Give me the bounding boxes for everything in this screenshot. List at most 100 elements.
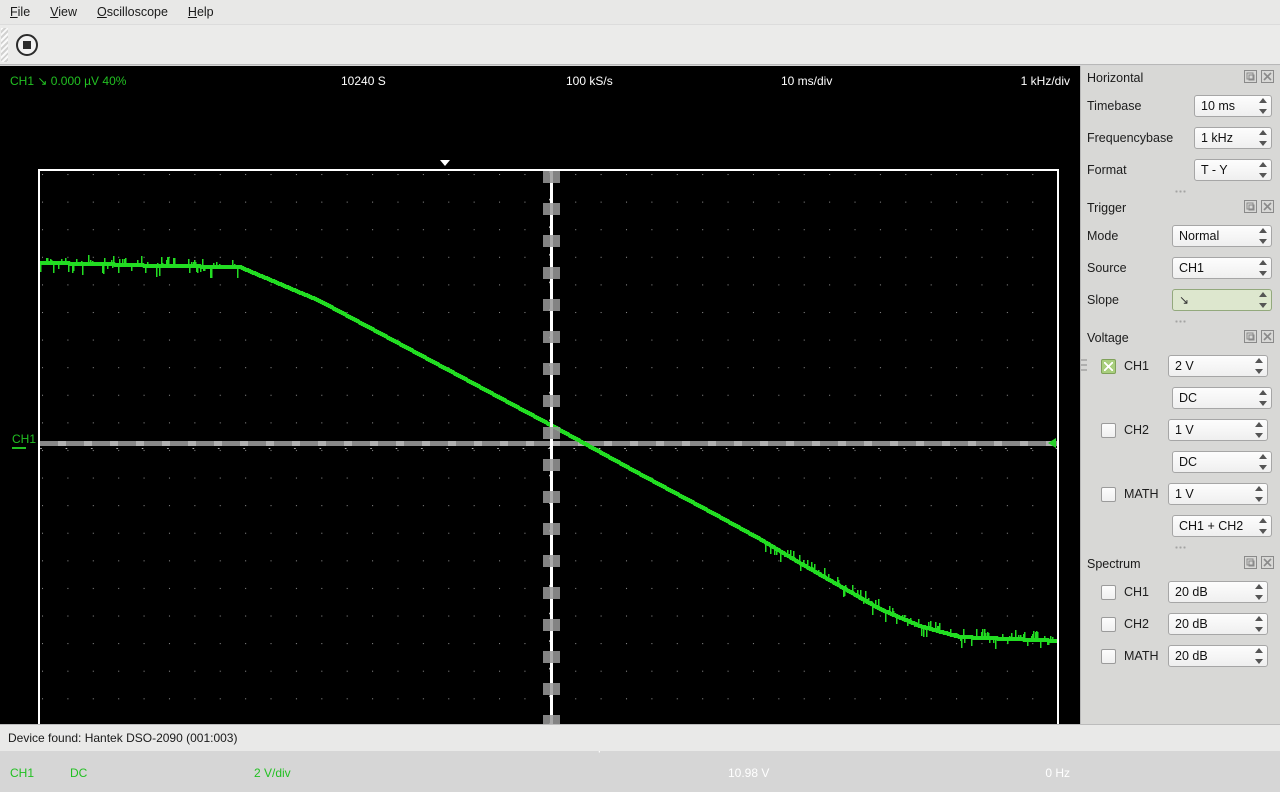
close-icon[interactable] [1261, 556, 1274, 569]
spectrum-ch2-label: CH2 [1124, 617, 1150, 631]
ch1-ground-underline [12, 447, 26, 449]
voltage-math-operation-arrows[interactable] [1258, 518, 1267, 534]
toolbar [0, 25, 1280, 65]
voltage-math-label: MATH [1124, 487, 1159, 501]
trigger-slope-spinbox[interactable]: ↘ [1172, 289, 1272, 311]
row-voltage-ch1-coupling: DC [1081, 382, 1280, 414]
close-icon[interactable] [1261, 200, 1274, 213]
voltage-ch2-gain-spinbox[interactable]: 1 V [1168, 419, 1268, 441]
float-icon[interactable] [1244, 330, 1257, 343]
row-spectrum-ch2: CH2 20 dB [1081, 608, 1280, 640]
row-trigger-slope: Slope ↘ [1081, 284, 1280, 316]
float-icon[interactable] [1244, 200, 1257, 213]
ch1-ground-label[interactable]: CH1 [12, 432, 36, 449]
row-frequencybase: Frequencybase 1 kHz [1081, 122, 1280, 154]
voltage-math-gain-value: 1 V [1175, 487, 1194, 501]
voltage-ch1-gain-value: 2 V [1175, 359, 1194, 373]
status-message: Device found: Hantek DSO-2090 (001:003) [8, 731, 238, 745]
spectrum-math-arrows[interactable] [1254, 648, 1263, 664]
trigger-percent: 40% [102, 74, 127, 88]
spectrum-ch1-checkbox[interactable] [1101, 584, 1116, 600]
spectrum-ch1-arrows[interactable] [1254, 584, 1263, 600]
readout-volts-per-div: 2 V/div [254, 766, 291, 780]
spectrum-ch1-magnitude-value: 20 dB [1175, 585, 1208, 599]
timebase-spinbox[interactable]: 10 ms [1194, 95, 1272, 117]
section-header-voltage: Voltage [1081, 326, 1280, 350]
section-title-voltage: Voltage [1087, 331, 1129, 345]
format-value: T - Y [1201, 163, 1228, 177]
section-header-horizontal: Horizontal [1081, 66, 1280, 90]
voltage-ch2-coupling-spinbox[interactable]: DC [1172, 451, 1272, 473]
spectrum-ch2-magnitude-value: 20 dB [1175, 617, 1208, 631]
spectrum-math-checkbox[interactable] [1101, 648, 1116, 664]
voltage-math-gain-arrows[interactable] [1254, 486, 1263, 502]
timebase-spin-arrows[interactable] [1258, 98, 1267, 114]
readout-coupling: DC [70, 766, 88, 780]
spectrum-math-magnitude-spinbox[interactable]: 20 dB [1168, 645, 1268, 667]
row-voltage-math-operation: CH1 + CH2 [1081, 510, 1280, 542]
marker-2-line[interactable] [543, 171, 560, 724]
voltage-ch2-checkbox[interactable] [1101, 422, 1116, 438]
spectrum-math-magnitude-value: 20 dB [1175, 649, 1208, 663]
format-spinbox[interactable]: T - Y [1194, 159, 1272, 181]
menu-item-file[interactable]: File [10, 5, 31, 19]
trigger-slope-value: ↘ [1179, 293, 1190, 307]
voltage-ch1-coupling-spinbox[interactable]: DC [1172, 387, 1272, 409]
graticule[interactable] [38, 169, 1059, 726]
splitter-trigger-voltage[interactable] [1081, 316, 1280, 326]
float-icon[interactable] [1244, 70, 1257, 83]
frequencybase-spin-arrows[interactable] [1258, 130, 1267, 146]
row-format: Format T - Y [1081, 154, 1280, 186]
trigger-mode-spinbox[interactable]: Normal [1172, 225, 1272, 247]
readout-channel: CH1 [10, 766, 35, 780]
drag-handle-icon[interactable] [1081, 359, 1087, 372]
voltage-math-gain-spinbox[interactable]: 1 V [1168, 483, 1268, 505]
trigger-source-spinbox[interactable]: CH1 [1172, 257, 1272, 279]
float-icon[interactable] [1244, 556, 1257, 569]
voltage-ch1-gain-spinbox[interactable]: 2 V [1168, 355, 1268, 377]
row-timebase: Timebase 10 ms [1081, 90, 1280, 122]
voltage-ch1-gain-arrows[interactable] [1254, 358, 1263, 374]
trigger-mode-spin-arrows[interactable] [1258, 228, 1267, 244]
splitter-voltage-spectrum[interactable] [1081, 542, 1280, 552]
label-timebase: Timebase [1087, 99, 1142, 113]
row-spectrum-ch1: CH1 20 dB [1081, 576, 1280, 608]
section-title-trigger: Trigger [1087, 201, 1127, 215]
settings-dock: Horizontal Timebase 10 ms Frequencybase [1080, 66, 1280, 724]
toolbar-drag-handle[interactable] [1, 27, 8, 62]
close-icon[interactable] [1261, 70, 1274, 83]
format-spin-arrows[interactable] [1258, 162, 1267, 178]
spectrum-ch1-magnitude-spinbox[interactable]: 20 dB [1168, 581, 1268, 603]
trigger-source-spin-arrows[interactable] [1258, 260, 1267, 276]
label-format: Format [1087, 163, 1127, 177]
trigger-slope-spin-arrows[interactable] [1258, 292, 1267, 308]
spectrum-ch2-arrows[interactable] [1254, 616, 1263, 632]
trigger-source-value: CH1 [1179, 261, 1205, 275]
record-stop-button[interactable] [12, 30, 42, 60]
menu-item-help[interactable]: Help [187, 5, 214, 19]
row-spectrum-math: MATH 20 dB [1081, 640, 1280, 672]
time-per-div: 10 ms/div [781, 74, 833, 88]
menu-item-view[interactable]: View [50, 5, 78, 19]
close-icon[interactable] [1261, 330, 1274, 343]
freq-per-div: 1 kHz/div [1020, 74, 1070, 88]
voltage-ch1-coupling-arrows[interactable] [1258, 390, 1267, 406]
menu-item-oscilloscope[interactable]: Oscilloscope [97, 5, 168, 19]
frequencybase-spinbox[interactable]: 1 kHz [1194, 127, 1272, 149]
splitter-horizontal-trigger[interactable] [1081, 186, 1280, 196]
label-frequencybase: Frequencybase [1087, 131, 1174, 145]
spectrum-ch2-checkbox[interactable] [1101, 616, 1116, 632]
voltage-math-operation-spinbox[interactable]: CH1 + CH2 [1172, 515, 1272, 537]
ch1-level-handle-icon[interactable] [1048, 438, 1056, 448]
spectrum-ch2-magnitude-spinbox[interactable]: 20 dB [1168, 613, 1268, 635]
trigger-channel: CH1 [10, 74, 35, 88]
voltage-math-checkbox[interactable] [1101, 486, 1116, 502]
voltage-ch1-checkbox[interactable] [1101, 358, 1116, 374]
row-trigger-source: Source CH1 [1081, 252, 1280, 284]
voltage-ch2-coupling-arrows[interactable] [1258, 454, 1267, 470]
voltage-ch2-gain-arrows[interactable] [1254, 422, 1263, 438]
trigger-position-marker[interactable] [440, 160, 450, 166]
status-bar: Device found: Hantek DSO-2090 (001:003) [0, 724, 1280, 751]
scope-display: CH1 ↘ 0.000 µV 40% 10240 S 100 kS/s 10 m… [0, 66, 1080, 780]
spectrum-math-label: MATH [1124, 649, 1159, 663]
